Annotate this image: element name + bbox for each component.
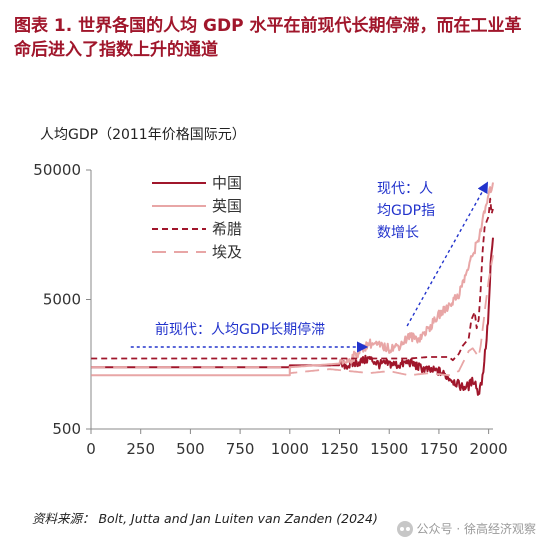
- x-tick-label: 0: [86, 440, 96, 458]
- x-tick-label: 2000: [470, 440, 508, 458]
- series-line-0: [91, 237, 494, 396]
- x-tick-label: 500: [176, 440, 205, 458]
- x-tick-label: 1000: [271, 440, 309, 458]
- y-tick-label: 500: [52, 420, 81, 438]
- legend-label: 希腊: [212, 220, 242, 238]
- series-line-3: [91, 255, 494, 377]
- chart-axes: 0 250 500 750 1000 1250 1500 1750 2000 500 5000 500…: [33, 161, 507, 458]
- source-note: 资料来源： Bolt, Jutta and Jan Luiten van Zan…: [32, 511, 378, 526]
- chart-title: 图表 1. 世界各国的人均 GDP 水平在前现代长期停滞，而在工业革命后进入了指…: [14, 16, 522, 60]
- y-tick-label: 50000: [33, 161, 81, 179]
- premodern-annotation: 前现代：人均GDP长期停滞: [155, 321, 325, 338]
- x-tick-label: 1750: [420, 440, 458, 458]
- series-line-2: [91, 197, 494, 362]
- watermark-text: 公众号 · 徐高经济观察: [416, 522, 536, 536]
- series-line-1: [91, 182, 494, 377]
- x-tick-label: 1250: [320, 440, 358, 458]
- series-layer: [91, 182, 494, 396]
- legend-label: 埃及: [212, 243, 242, 261]
- legend-label: 英国: [212, 197, 242, 215]
- wechat-icon: [396, 520, 413, 537]
- x-tick-label: 250: [126, 440, 155, 458]
- watermark: 公众号 · 徐高经济观察: [396, 520, 536, 537]
- x-tick-label: 750: [226, 440, 255, 458]
- y-tick-label: 5000: [43, 291, 81, 309]
- legend-label: 中国: [212, 174, 242, 192]
- modern-annotation-line: 均GDP指: [377, 203, 435, 219]
- modern-annotation-line: 现代：人: [377, 181, 433, 197]
- modern-annotation-line: 数增长: [377, 225, 419, 241]
- x-tick-label: 1500: [370, 440, 408, 458]
- y-axis-label: 人均GDP（2011年价格国际元）: [40, 127, 246, 143]
